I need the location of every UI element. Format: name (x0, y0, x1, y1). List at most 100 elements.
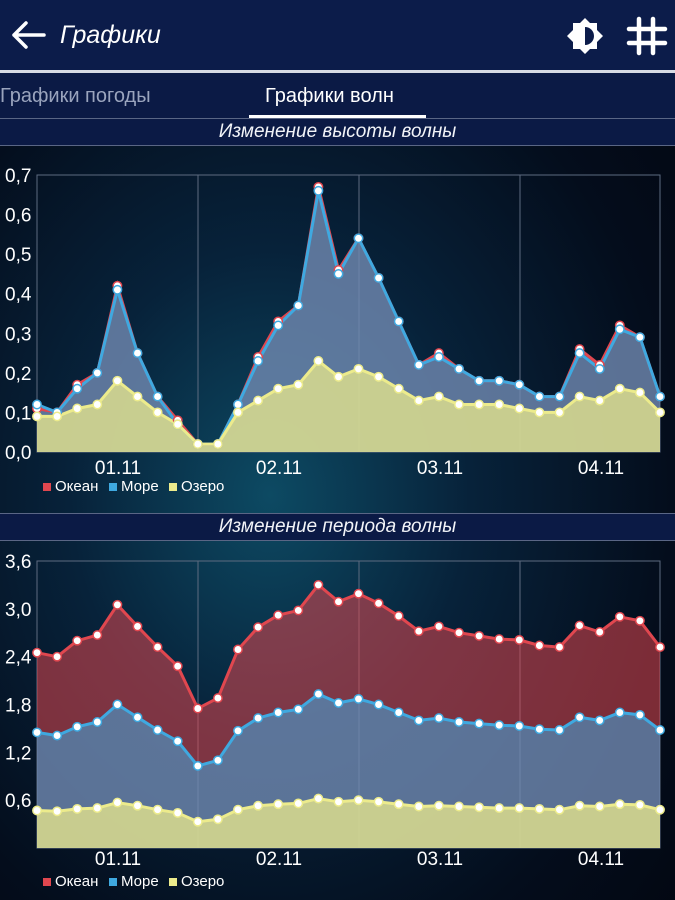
data-point (534, 407, 545, 418)
data-point (634, 709, 645, 720)
data-point (574, 800, 585, 811)
tab-wave-charts[interactable]: Графики волн (265, 85, 394, 107)
data-point (514, 721, 525, 731)
data-point (614, 707, 625, 718)
y-tick-label: 0,5 (5, 245, 31, 266)
data-point (32, 647, 42, 658)
data-point (32, 727, 42, 738)
data-point (514, 634, 525, 645)
x-tick-label: 02.11 (256, 849, 302, 870)
area-lake (37, 361, 660, 452)
wave-period-chart: 0,6 1,2 1,8 2,4 3,0 3,6 01.11 02.11 03.11 04.11 Ок… (5, 552, 665, 890)
page-title: Графики (60, 21, 161, 49)
data-point (273, 707, 284, 718)
data-point (132, 621, 143, 632)
data-point (634, 387, 645, 398)
data-point (233, 399, 243, 410)
data-point (655, 642, 665, 653)
data-point (594, 627, 605, 637)
data-point (212, 755, 223, 766)
data-point (112, 599, 123, 610)
data-point (172, 736, 183, 747)
data-point (474, 802, 485, 813)
x-tick-label: 03.11 (417, 849, 463, 870)
data-point (474, 718, 485, 729)
legend-label: Океан (55, 873, 98, 890)
data-point (152, 407, 163, 418)
data-point (112, 699, 123, 710)
data-point (172, 661, 183, 672)
legend-label: Море (121, 478, 159, 495)
data-point (373, 371, 384, 382)
x-tick-label: 04.11 (578, 849, 624, 870)
data-point (353, 795, 364, 806)
data-point (353, 233, 364, 244)
wave-height-chart: 0,0 0,1 0,2 0,3 0,4 0,5 0,6 0,7 01.11 02.11 03.11 0… (5, 166, 665, 495)
data-point (293, 605, 304, 616)
data-point (152, 725, 163, 735)
data-point (655, 725, 665, 735)
data-point (413, 395, 424, 406)
data-point (433, 352, 444, 362)
data-point (494, 375, 505, 386)
data-point (514, 403, 525, 414)
data-point (212, 693, 223, 704)
y-tick-label: 0,0 (5, 443, 31, 464)
data-point (172, 419, 183, 430)
legend-label: Озеро (181, 478, 224, 495)
data-point (554, 725, 565, 735)
data-point (634, 615, 645, 626)
data-point (192, 703, 203, 714)
y-tick-label: 0,3 (5, 324, 31, 345)
data-point (373, 699, 384, 710)
data-point (373, 796, 384, 807)
data-point (92, 803, 103, 814)
y-tick-label: 1,8 (5, 696, 31, 717)
legend-swatch (169, 483, 177, 491)
data-point (353, 693, 364, 704)
data-point (132, 712, 143, 723)
grid-icon[interactable] (625, 16, 669, 56)
data-point (474, 375, 485, 386)
data-point (92, 399, 103, 410)
data-point (494, 399, 505, 410)
active-tab-indicator (249, 115, 426, 118)
data-point (373, 272, 384, 283)
data-point (433, 621, 444, 632)
data-point (333, 268, 344, 279)
data-point (514, 379, 525, 390)
y-tick-label: 1,2 (5, 743, 31, 764)
data-point (233, 725, 243, 736)
data-point (393, 611, 404, 621)
data-point (393, 316, 404, 327)
wave-height-title: Изменение высоты волны (0, 118, 675, 146)
data-point (494, 634, 505, 645)
legend-swatch (43, 878, 51, 886)
tab-weather-charts[interactable]: Графики погоды (0, 85, 151, 107)
data-point (554, 804, 565, 815)
brightness-icon[interactable] (565, 16, 605, 56)
data-point (413, 626, 424, 637)
data-point (72, 721, 83, 732)
data-point (253, 356, 264, 366)
data-point (172, 807, 183, 818)
y-tick-label: 0,2 (5, 364, 31, 385)
data-point (152, 391, 163, 402)
data-point (454, 717, 464, 727)
data-point (474, 399, 485, 410)
data-point (594, 363, 605, 374)
data-point (112, 284, 123, 295)
data-point (655, 804, 665, 815)
arrow-left-icon[interactable] (10, 18, 48, 52)
data-point (52, 411, 63, 422)
data-point (192, 439, 203, 450)
data-point (433, 800, 444, 811)
data-point (112, 375, 123, 386)
data-point (233, 644, 243, 655)
data-point (373, 598, 384, 609)
data-point (72, 403, 83, 414)
data-point (192, 816, 203, 827)
data-point (273, 799, 284, 810)
legend-swatch (43, 483, 51, 491)
data-point (52, 651, 63, 662)
